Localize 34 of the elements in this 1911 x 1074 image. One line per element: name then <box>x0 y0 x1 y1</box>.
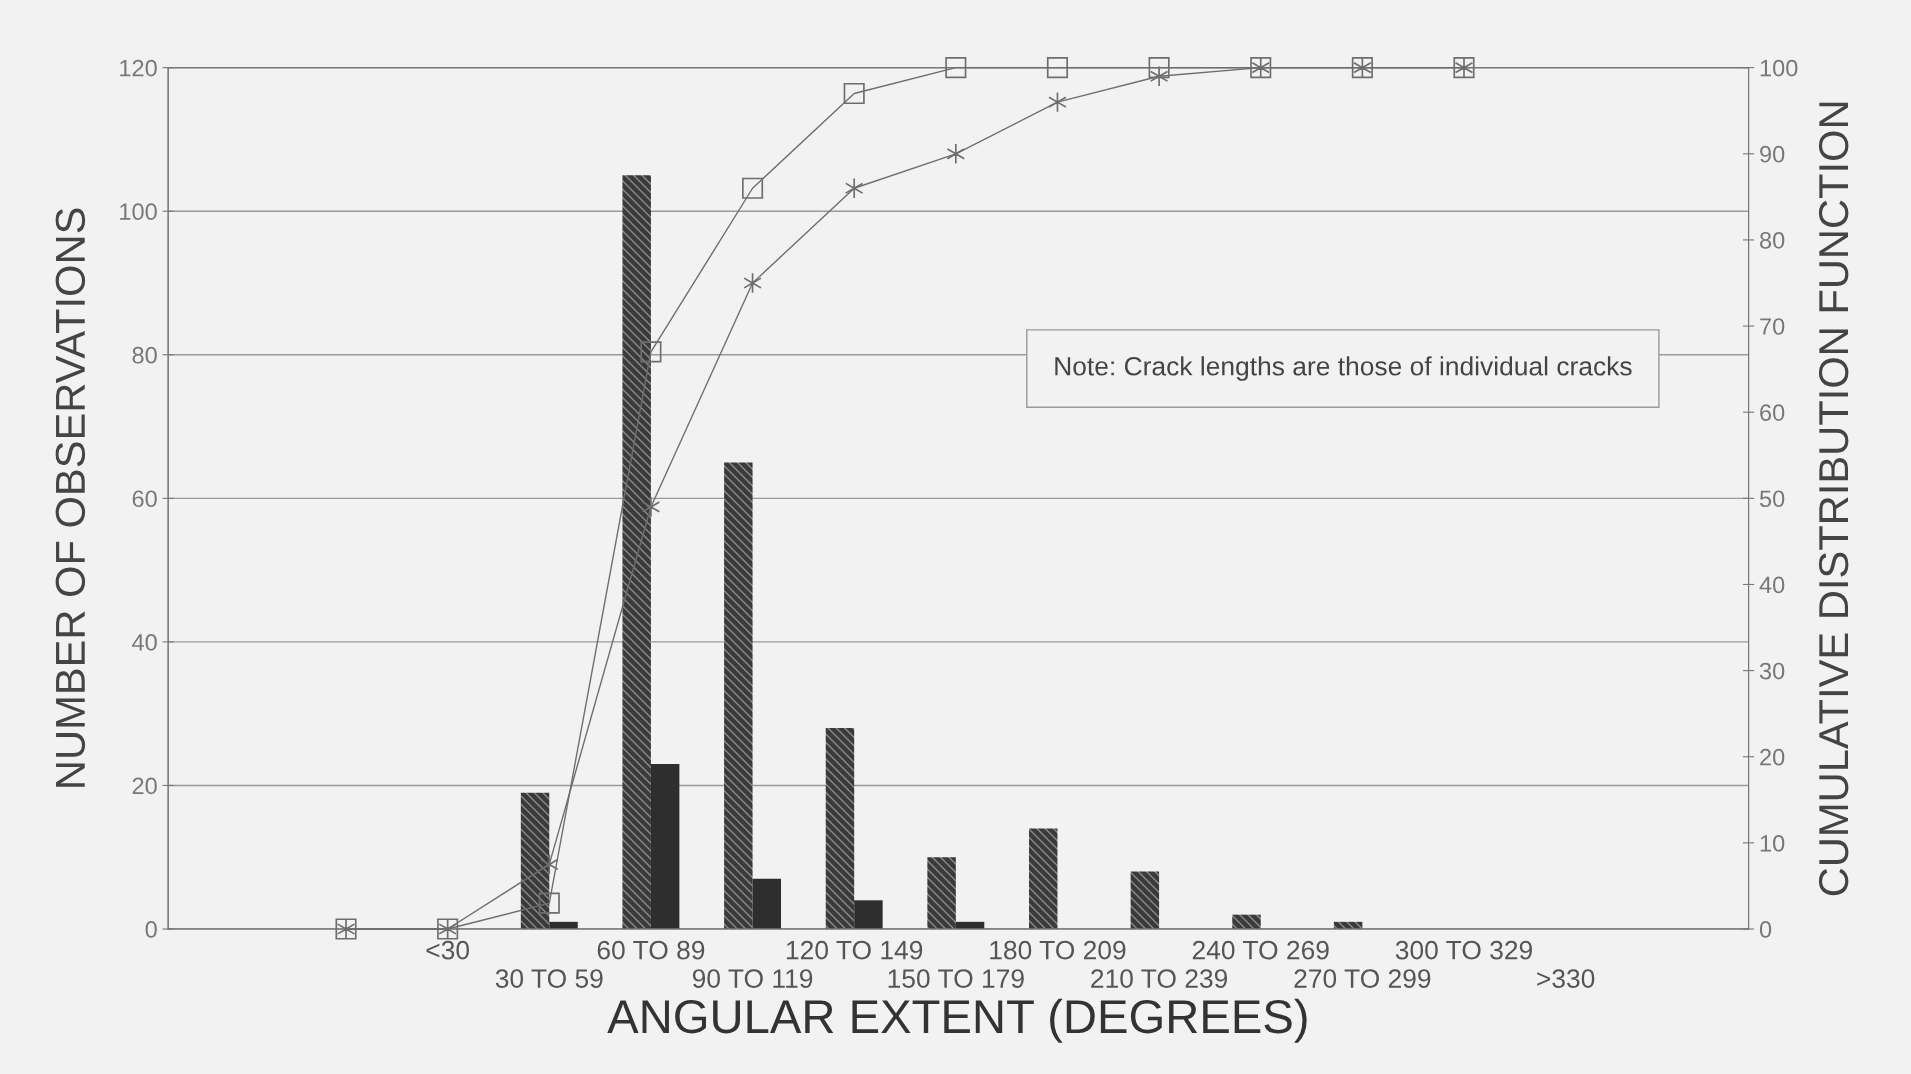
y2-tick-label: 20 <box>1760 748 1785 766</box>
y2-tick-label: 60 <box>1760 404 1785 421</box>
x-tick-label: 60 TO 89 <box>597 940 705 960</box>
y-axis-title: NUMBER OF OBSERVATIONS <box>55 208 86 787</box>
annotation: Note: Crack lengths are those of individual cracks <box>1055 356 1632 381</box>
x-tick-label: 180 TO 209 <box>990 940 1126 960</box>
y-tick-label: 20 <box>132 777 157 795</box>
x-tick-label: 90 TO 119 <box>692 969 813 988</box>
y2-tick-label: 100 <box>1760 59 1798 77</box>
x-tick-label: 30 TO 59 <box>495 969 603 988</box>
y-tick-label: 40 <box>132 633 157 651</box>
y2-tick-label: 40 <box>1759 576 1785 594</box>
x-tick-label: 240 TO 269 <box>1192 940 1329 960</box>
x-tick-label: 120 TO 149 <box>786 940 923 960</box>
y-tick-label: 60 <box>132 490 157 508</box>
x-tick-label: >330 <box>1537 969 1595 988</box>
x-tick-label: 210 TO 239 <box>1091 969 1228 988</box>
y-tick-label: 100 <box>120 203 157 221</box>
y-tick-label: 120 <box>120 59 157 77</box>
y2-tick-label: 10 <box>1760 834 1785 852</box>
y2-axis-title: CUMULATIVE DISTRIBUTION FUNCTION <box>1818 102 1849 896</box>
x-tick-label: 270 TO 299 <box>1294 969 1431 988</box>
x-tick-label: 150 TO 179 <box>888 969 1024 988</box>
y2-tick-label: 70 <box>1760 318 1785 335</box>
y2-tick-label: 50 <box>1759 490 1785 508</box>
x-axis-title: ANGULAR EXTENT (DEGREES) <box>607 998 1307 1043</box>
y2-tick-label: 80 <box>1760 232 1785 249</box>
y2-tick-label: 90 <box>1760 145 1785 163</box>
x-tick-label: 300 TO 329 <box>1395 940 1532 960</box>
y-tick-label: 0 <box>145 921 157 938</box>
y2-tick-label: 30 <box>1759 662 1785 680</box>
y2-tick-label: 0 <box>1759 921 1772 938</box>
x-tick-label: <30 <box>426 940 470 960</box>
y-tick-label: 80 <box>132 346 157 364</box>
